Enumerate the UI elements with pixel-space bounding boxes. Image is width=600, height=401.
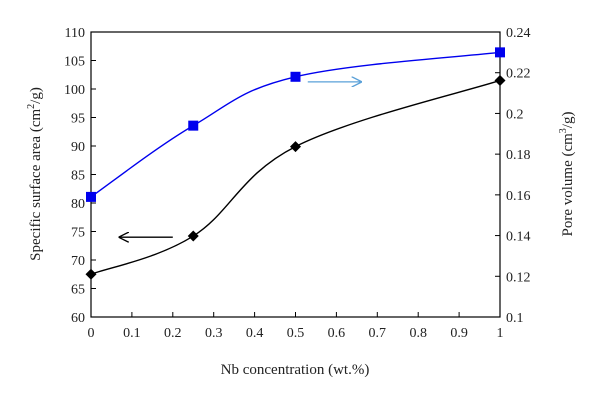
y-left-tick-label: 110 [65,26,85,41]
y-axis-left: 60 65 70 75 80 85 90 95 100 105 110 [64,26,96,326]
x-tick-label: 0.5 [287,326,305,341]
y-left-tick-label: 65 [71,283,85,298]
series-2-point [495,47,505,58]
series-2-point [86,191,96,202]
series-line-1 [90,79,501,275]
y-right-tick-label: 0.16 [506,189,531,204]
y-left-tick-label: 105 [64,55,85,70]
x-tick-label: 0.8 [409,326,427,341]
x-tick-label: 0.7 [369,326,387,341]
y-left-tick-label: 95 [71,112,85,127]
y-right-tick-label: 0.2 [506,107,524,122]
series-2-point [290,71,301,82]
y-left-tick-label: 60 [71,311,85,326]
x-tick-label: 0.4 [246,326,264,341]
x-axis-label: Nb concentration (wt.%) [221,362,370,378]
series-1-point [187,230,199,242]
y-axis-right: 0.1 0.12 0.14 0.16 0.18 0.2 0.22 0.24 [495,26,531,326]
x-axis: 0 0.1 0.2 0.3 0.4 0.5 0.6 0.7 0.8 0.9 1 [88,312,504,341]
series-layer [85,47,506,280]
x-tick-label: 0.2 [164,326,182,341]
y-left-tick-label: 100 [64,83,85,98]
y-right-tick-label: 0.24 [506,26,531,41]
x-tick-label: 1 [497,326,504,341]
y-left-tick-label: 90 [71,140,85,155]
y-right-tick-label: 0.1 [506,311,524,326]
series-2-point [188,120,199,131]
x-tick-label: 0.9 [450,326,468,341]
y-right-tick-label: 0.18 [506,148,531,163]
series-1-point [85,268,97,280]
y-axis-left-label: Specific surface area (cm2/g) [26,87,44,261]
y-right-tick-label: 0.22 [506,67,531,82]
y-left-tick-label: 80 [71,197,85,212]
y-right-tick-label: 0.12 [506,270,531,285]
x-tick-label: 0.6 [328,326,346,341]
series-1-point [290,141,301,153]
y-axis-right-label: Pore volume (cm3/g) [558,112,576,237]
series-line-2 [90,51,501,198]
annotations [120,82,361,237]
x-tick-label: 0 [88,326,95,341]
y-left-tick-label: 85 [71,169,85,184]
y-right-tick-label: 0.14 [506,230,531,245]
x-tick-label: 0.3 [205,326,223,341]
y-left-tick-label: 70 [71,254,85,269]
x-tick-label: 0.1 [123,326,141,341]
y-left-tick-label: 75 [71,226,85,241]
series-1-point [494,74,506,86]
